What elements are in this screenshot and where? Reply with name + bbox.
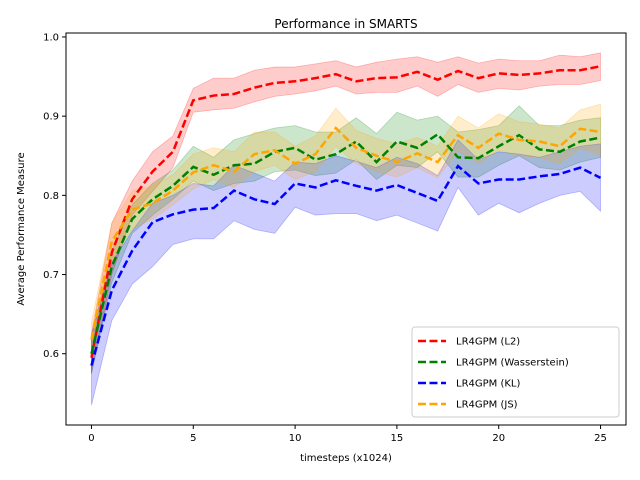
plot-area: [90, 52, 602, 406]
y-tick-label: 0.7: [43, 270, 59, 281]
legend-label-lr4gpm-wasserstein: LR4GPM (Wasserstein): [456, 358, 569, 369]
band-lr4gpm-kl: [91, 139, 601, 406]
x-tick-label: 10: [289, 433, 302, 444]
x-axis-label: timesteps (x1024): [300, 453, 392, 464]
y-tick-label: 0.8: [43, 191, 59, 202]
legend-label-lr4gpm-l2: LR4GPM (L2): [456, 337, 520, 348]
y-tick-label: 0.6: [43, 349, 59, 360]
band-lr4gpm-l2: [91, 52, 601, 374]
y-tick-label: 0.9: [43, 112, 59, 123]
y-tick-label: 1.0: [43, 32, 59, 43]
line-lr4gpm-wasserstein: [90, 132, 601, 355]
line-lr4gpm-l2: [90, 65, 601, 358]
y-axis: 0.6 0.7 0.8 0.9 1.0: [43, 32, 66, 360]
x-axis: 0 5 10 15 20 25: [88, 425, 607, 444]
legend-box: [411, 326, 620, 418]
x-tick-label: 25: [594, 433, 607, 444]
line-lr4gpm-kl: [90, 164, 602, 366]
y-axis-label: Average Performance Measure: [16, 152, 27, 305]
x-tick-label: 0: [88, 433, 94, 444]
axes-frame: [65, 32, 627, 426]
legend-label-lr4gpm-kl: LR4GPM (KL): [456, 379, 520, 390]
x-tick-label: 5: [190, 433, 196, 444]
x-tick-label: 15: [391, 433, 404, 444]
chart-title: Performance in SMARTS: [274, 17, 417, 31]
line-lr4gpm-js: [90, 126, 601, 340]
legend-label-lr4gpm-js: LR4GPM (JS): [456, 400, 518, 411]
x-tick-label: 20: [492, 433, 505, 444]
legend: LR4GPM (L2) LR4GPM (Wasserstein) LR4GPM (K…: [411, 326, 620, 418]
